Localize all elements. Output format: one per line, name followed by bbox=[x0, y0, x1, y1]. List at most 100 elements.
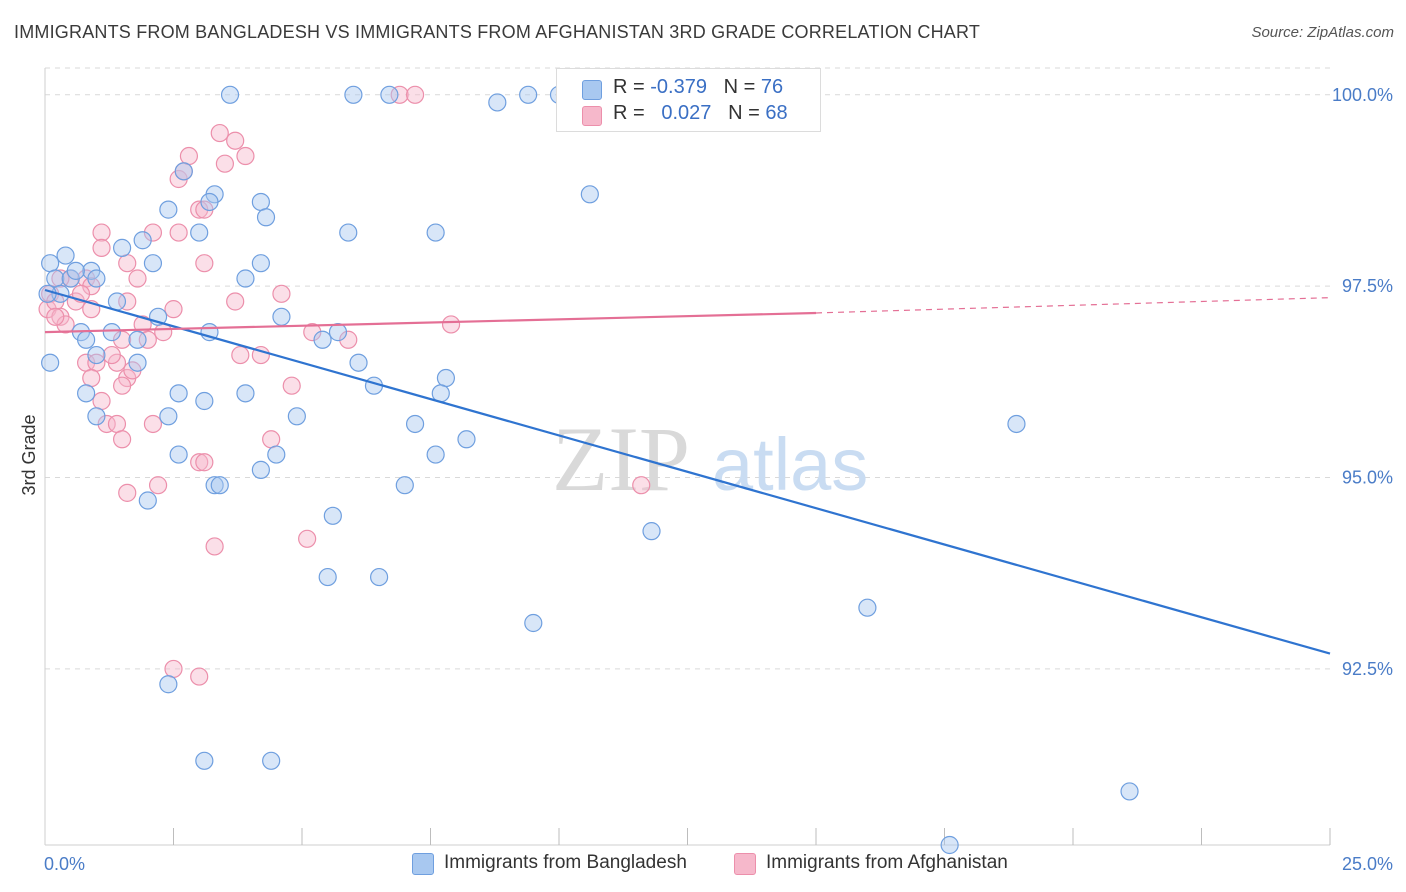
bangladesh-point bbox=[205, 476, 224, 495]
bangladesh-point bbox=[190, 223, 209, 242]
afghanistan-point bbox=[118, 483, 137, 502]
x-tick-label: 0.0% bbox=[44, 854, 85, 874]
afghanistan-point bbox=[118, 254, 137, 273]
bangladesh-point bbox=[87, 269, 106, 288]
bangladesh-point bbox=[41, 353, 60, 372]
bangladesh-point bbox=[210, 476, 229, 495]
bangladesh-point bbox=[256, 208, 276, 227]
bottom-legend-swatch-pink bbox=[734, 853, 756, 875]
bangladesh-point bbox=[524, 613, 543, 633]
bangladesh-point bbox=[519, 85, 538, 104]
bangladesh-point bbox=[380, 85, 399, 104]
bangladesh-point bbox=[642, 522, 661, 541]
afghanistan-point bbox=[179, 146, 199, 166]
y-tick-label: 95.0% bbox=[1342, 468, 1393, 488]
legend-n-value: 68 bbox=[765, 102, 788, 124]
legend-n-label: N = bbox=[723, 76, 761, 98]
bangladesh-point bbox=[143, 254, 163, 273]
legend-text: R = 0.027 N = 68 bbox=[613, 102, 788, 125]
bangladesh-point bbox=[313, 330, 332, 349]
bangladesh-point bbox=[1120, 782, 1139, 801]
afghanistan-point bbox=[56, 315, 75, 334]
bangladesh-point bbox=[128, 330, 147, 349]
bangladesh-point bbox=[112, 238, 132, 257]
bottom-legend-label: Immigrants from Bangladesh bbox=[444, 852, 687, 873]
y-axis-label: 3rd Grade bbox=[19, 414, 39, 495]
legend-n-value: 76 bbox=[760, 76, 784, 98]
watermark-atlas: atlas bbox=[712, 423, 868, 506]
afghanistan-point bbox=[298, 529, 317, 548]
series-afghanistan-points bbox=[38, 85, 651, 686]
y-tick-labels: 92.5% 95.0% 97.5% 100.0% bbox=[1332, 85, 1393, 679]
afghanistan-point bbox=[210, 123, 229, 143]
bangladesh-point bbox=[344, 85, 363, 104]
afghanistan-point bbox=[148, 476, 168, 495]
bangladesh-point bbox=[169, 384, 188, 403]
y-tick-label: 100.0% bbox=[1332, 85, 1393, 105]
afghanistan-point bbox=[215, 154, 234, 173]
bottom-legend-label: Immigrants from Afghanistan bbox=[766, 852, 1008, 873]
bangladesh-point bbox=[940, 835, 959, 855]
bangladesh-point bbox=[195, 391, 214, 411]
afghanistan-point bbox=[97, 414, 116, 434]
afghanistan-point bbox=[262, 430, 281, 449]
x-tick-labels: 0.0% 25.0% bbox=[44, 854, 1393, 874]
afghanistan-point bbox=[190, 200, 209, 219]
bangladesh-point bbox=[349, 353, 368, 372]
source-credit: Source: ZipAtlas.com bbox=[1251, 24, 1394, 41]
afghanistan-point bbox=[190, 453, 209, 472]
bangladesh-point bbox=[251, 460, 270, 479]
afghanistan-point bbox=[195, 254, 214, 273]
afghanistan-point bbox=[405, 85, 425, 104]
bangladesh-point bbox=[102, 323, 121, 342]
bangladesh-point bbox=[41, 254, 60, 273]
afghanistan-point bbox=[282, 376, 301, 395]
afghanistan-point bbox=[143, 414, 163, 434]
y-tick-label: 92.5% bbox=[1342, 659, 1393, 679]
afghanistan-trend-extension bbox=[815, 297, 1331, 314]
bangladesh-point bbox=[457, 430, 476, 449]
bangladesh-point bbox=[488, 93, 507, 112]
bangladesh-point bbox=[56, 246, 75, 265]
y-tick-label: 97.5% bbox=[1342, 276, 1393, 296]
bangladesh-point bbox=[128, 353, 147, 372]
afghanistan-point bbox=[92, 223, 111, 242]
bangladesh-point bbox=[236, 269, 255, 288]
bangladesh-trend-line bbox=[44, 288, 1331, 655]
afghanistan-point bbox=[92, 391, 111, 411]
bangladesh-point bbox=[436, 368, 456, 388]
legend-text: R = -0.379 N = 76 bbox=[613, 76, 783, 99]
legend-r-value: 0.027 bbox=[661, 102, 712, 124]
afghanistan-point bbox=[190, 667, 209, 686]
afghanistan-point bbox=[51, 269, 70, 288]
bangladesh-point bbox=[220, 85, 240, 104]
afghanistan-trend-line bbox=[44, 311, 817, 334]
correlation-legend: R = -0.379 N = 76 R = 0.027 N = 68 bbox=[556, 68, 821, 132]
legend-n-label: N = bbox=[728, 102, 766, 124]
bangladesh-point bbox=[236, 384, 255, 403]
afghanistan-point bbox=[118, 292, 137, 311]
legend-swatch-blue bbox=[582, 80, 602, 100]
bangladesh-point bbox=[107, 292, 127, 311]
afghanistan-point bbox=[231, 345, 250, 365]
watermark-zip: ZIP bbox=[552, 408, 690, 510]
legend-r-label: R = bbox=[613, 76, 651, 98]
bangladesh-point bbox=[267, 445, 286, 464]
bangladesh-point bbox=[133, 231, 152, 250]
trend-lines bbox=[44, 288, 1331, 655]
bangladesh-point bbox=[251, 192, 270, 212]
legend-swatch-pink bbox=[582, 106, 602, 126]
afghanistan-point bbox=[632, 476, 651, 495]
bangladesh-point bbox=[405, 414, 425, 434]
afghanistan-point bbox=[226, 292, 245, 311]
bangladesh-point bbox=[46, 269, 65, 288]
bangladesh-point bbox=[38, 284, 57, 303]
afghanistan-point bbox=[46, 307, 65, 326]
afghanistan-point bbox=[143, 223, 163, 242]
bangladesh-point bbox=[159, 200, 178, 219]
bangladesh-point bbox=[77, 330, 96, 349]
afghanistan-point bbox=[303, 323, 322, 342]
afghanistan-point bbox=[205, 537, 224, 556]
watermark: ZIP atlas bbox=[552, 408, 868, 510]
